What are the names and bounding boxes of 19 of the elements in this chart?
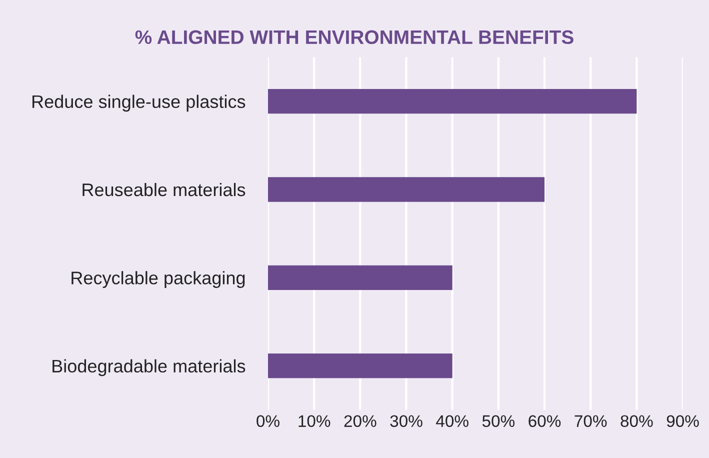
x-tick-label: 0% (256, 415, 280, 428)
x-tick-label: 50% (482, 415, 515, 428)
x-tick-label: 90% (666, 415, 699, 428)
bar (268, 177, 545, 202)
bar (268, 265, 452, 290)
x-tick-label: 70% (574, 415, 607, 428)
x-tick-label: 80% (620, 415, 653, 428)
x-tick-label: 40% (436, 415, 468, 428)
x-tick-label: 30% (390, 415, 422, 428)
x-tick-label: 20% (344, 415, 376, 428)
y-tick-label: Reuseable materials (82, 182, 246, 196)
bar (268, 353, 452, 378)
bar (268, 88, 637, 114)
y-tick-label: Recyclable packaging (72, 271, 245, 288)
y-tick-label: Biodegradable materials (52, 359, 246, 376)
y-tick-label: Reduce single-use plastics (32, 94, 246, 112)
chart-title: % ALIGNED WITH ENVIRONMENTAL BENEFITS (135, 30, 574, 44)
x-tick-label: 10% (298, 415, 330, 428)
x-tick-label: 60% (528, 415, 561, 428)
